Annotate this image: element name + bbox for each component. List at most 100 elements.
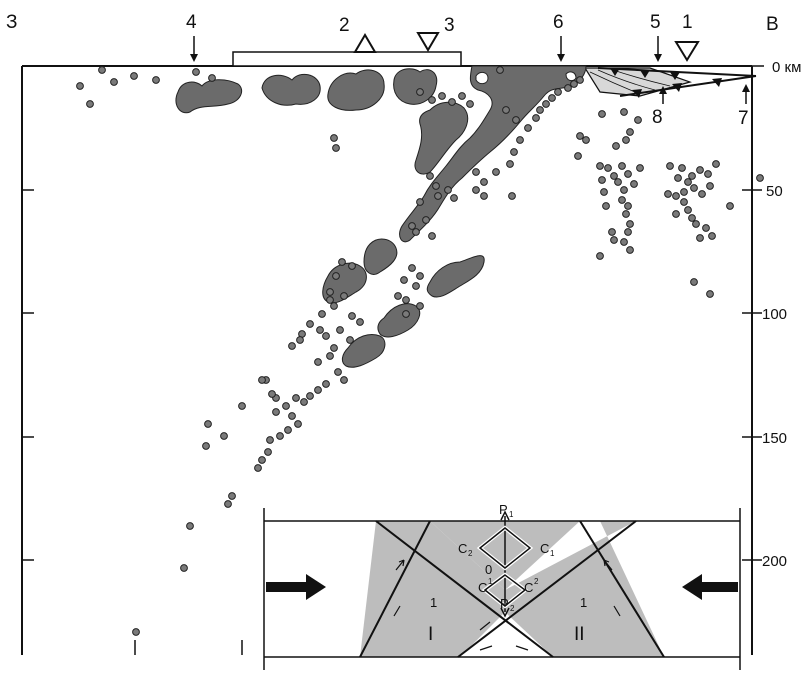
hypocenter-dot bbox=[334, 368, 342, 376]
hypocenter-dot bbox=[600, 188, 608, 196]
hypocenter-dot bbox=[322, 332, 330, 340]
hypocenter-dot bbox=[300, 398, 308, 406]
accretionary-wedge: 8 7 bbox=[583, 67, 757, 129]
marker-label-6: 6 bbox=[553, 12, 564, 33]
hypocenter-dot bbox=[86, 100, 94, 108]
region-ii-label: II bbox=[574, 624, 585, 645]
hypocenter-dot bbox=[680, 198, 688, 206]
hypocenter-dot bbox=[394, 292, 402, 300]
depth-label-50: 50 bbox=[766, 183, 783, 200]
marker-label-2: 2 bbox=[339, 15, 350, 36]
hypocenter-dot bbox=[412, 228, 420, 236]
hypocenter-dot bbox=[330, 134, 338, 142]
hypocenter-dot bbox=[294, 420, 302, 428]
thrust-tooth bbox=[632, 89, 642, 98]
label-c2-prime: C bbox=[524, 580, 533, 595]
seismic-zones bbox=[175, 65, 587, 368]
hypocenter-dot bbox=[636, 164, 644, 172]
hypocenter-dot bbox=[332, 272, 340, 280]
shear-line bbox=[375, 520, 554, 658]
hypocenter-dot bbox=[582, 136, 590, 144]
hypocenter-dot bbox=[698, 190, 706, 198]
hypocenter-dot bbox=[348, 312, 356, 320]
hypocenter-dot bbox=[598, 110, 606, 118]
hypocenter-dot bbox=[316, 326, 324, 334]
hypocenter-dot bbox=[224, 500, 232, 508]
hypocenter-dot bbox=[516, 136, 524, 144]
hypocenter-dot bbox=[634, 116, 642, 124]
shear-line bbox=[457, 520, 637, 658]
marker-label-3: 3 bbox=[444, 15, 455, 36]
hypocenter-dot bbox=[542, 100, 550, 108]
thrust-tooth bbox=[640, 70, 650, 78]
hypocenter-dot bbox=[570, 80, 578, 88]
hypocenter-dot bbox=[336, 326, 344, 334]
hypocenter-dot bbox=[480, 192, 488, 200]
seismic-zone bbox=[414, 101, 469, 175]
marker-label-5: 5 bbox=[650, 12, 661, 33]
hypocenter-dot bbox=[220, 432, 228, 440]
marker-label-1: 1 bbox=[682, 12, 693, 33]
depth-label-200: 200 bbox=[762, 553, 787, 570]
hypocenter-dot bbox=[548, 94, 556, 102]
hypocenter-dot bbox=[524, 124, 532, 132]
hypocenter-dot bbox=[438, 92, 446, 100]
label-p2: P bbox=[500, 596, 509, 611]
hypocenter-dot bbox=[674, 174, 682, 182]
hypocenters bbox=[76, 66, 764, 636]
thrust-tooth bbox=[672, 83, 682, 92]
hypocenter-dot bbox=[428, 96, 436, 104]
shear-line bbox=[579, 520, 665, 658]
label-c1: C bbox=[540, 541, 549, 556]
hypocenter-dot bbox=[690, 278, 698, 286]
hypocenter-dot bbox=[512, 116, 520, 124]
hypocenter-dot bbox=[340, 376, 348, 384]
hypocenter-dot bbox=[604, 164, 612, 172]
hypocenter-dot bbox=[416, 88, 424, 96]
hypocenter-dot bbox=[76, 82, 84, 90]
hypocenter-dot bbox=[268, 390, 276, 398]
hypocenter-dot bbox=[292, 394, 300, 402]
hypocenter-dot bbox=[702, 224, 710, 232]
hypocenter-dot bbox=[204, 420, 212, 428]
shear-line bbox=[359, 520, 431, 658]
hypocenter-dot bbox=[340, 292, 348, 300]
hypocenter-dot bbox=[666, 162, 674, 170]
hypocenter-dot bbox=[496, 66, 504, 74]
surface-markers: 2 3 1 4 6 5 bbox=[186, 12, 700, 62]
hypocenter-dot bbox=[726, 202, 734, 210]
seismic-zone bbox=[399, 65, 587, 243]
seismic-zone bbox=[377, 303, 421, 338]
thrust-fault-line bbox=[619, 75, 757, 97]
hypocenter-dot bbox=[712, 160, 720, 168]
hypocenter-dot bbox=[610, 236, 618, 244]
depth-axis: 0 км 50 100 150 200 bbox=[22, 59, 801, 570]
hypocenter-dot bbox=[492, 168, 500, 176]
hypocenter-dot bbox=[596, 252, 604, 260]
hypocenter-dot bbox=[258, 376, 266, 384]
hypocenter-dot bbox=[626, 246, 634, 254]
hypocenter-dot bbox=[704, 170, 712, 178]
hypocenter-dot bbox=[348, 262, 356, 270]
hypocenter-dot bbox=[296, 336, 304, 344]
hypocenter-dot bbox=[192, 68, 200, 76]
hypocenter-dot bbox=[480, 178, 488, 186]
hypocenter-dot bbox=[306, 320, 314, 328]
hypocenter-dot bbox=[624, 202, 632, 210]
hypocenter-dot bbox=[626, 220, 634, 228]
hypocenter-dot bbox=[620, 186, 628, 194]
hypocenter-dot bbox=[266, 436, 274, 444]
region-i-number: 1 bbox=[430, 595, 437, 610]
seismic-zone bbox=[261, 73, 321, 106]
arrow-down-icon bbox=[654, 36, 662, 62]
hypocenter-dot bbox=[472, 186, 480, 194]
hypocenter-dot bbox=[672, 192, 680, 200]
hypocenter-dot bbox=[426, 172, 434, 180]
marker-label-8: 8 bbox=[652, 107, 663, 128]
hypocenter-dot bbox=[622, 210, 630, 218]
hypocenter-dot bbox=[110, 78, 118, 86]
hypocenter-dot bbox=[272, 408, 280, 416]
hypocenter-dot bbox=[402, 296, 410, 304]
inset-region-bottom bbox=[460, 612, 553, 657]
